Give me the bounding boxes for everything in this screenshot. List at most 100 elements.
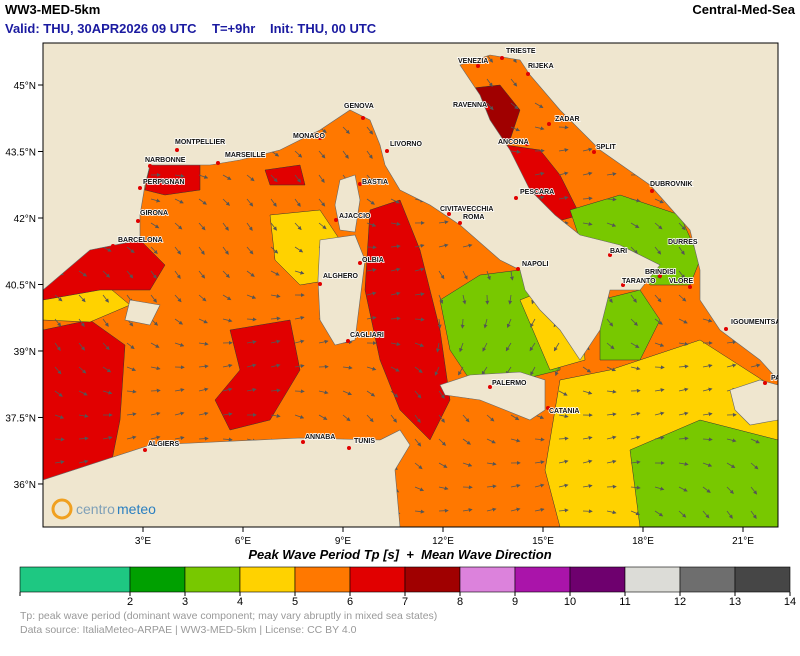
city-dot xyxy=(136,219,140,223)
city-label: CIVITAVECCHIA xyxy=(440,206,493,213)
colorbar-segment xyxy=(295,567,350,592)
city-label: MONTPELLIER xyxy=(175,139,225,146)
colorbar-segment xyxy=(20,567,130,592)
city-dot xyxy=(361,116,365,120)
city-label: RAVENNA xyxy=(453,102,487,109)
city-label: CATANIA xyxy=(549,408,579,415)
colorbar: 2 3 4 5 6 7 8 9 10 11 12 13 14 xyxy=(20,567,796,608)
city-label: BARCELONA xyxy=(118,237,163,244)
city-label: ALGIERS xyxy=(148,441,179,448)
city-label: PATRAS xyxy=(771,375,799,382)
x-tick-label: 12°E xyxy=(432,536,454,547)
arrow xyxy=(559,127,568,128)
colorbar-tick-label: 13 xyxy=(729,596,741,608)
region-title: Central-Med-Sea xyxy=(692,2,795,17)
x-tick-label: 18°E xyxy=(632,536,654,547)
city-label: DUBROVNIK xyxy=(650,181,692,188)
city-dot xyxy=(688,285,692,289)
city-label: AJACCIO xyxy=(339,213,371,220)
y-tick-label: 37.5°N xyxy=(5,413,36,424)
city-dot xyxy=(347,446,351,450)
colorbar-tick-label: 4 xyxy=(237,596,243,608)
colorbar-tick-label: 8 xyxy=(457,596,463,608)
city-dot xyxy=(138,186,142,190)
colorbar-segment xyxy=(350,567,405,592)
city-label: BRINDISI xyxy=(645,269,676,276)
map: VENEZIATRIESTERIJEKARAVENNAZADARANCONASP… xyxy=(43,43,799,527)
city-label: DURRES xyxy=(668,239,698,246)
city-label: PERPIGNAN xyxy=(143,179,185,186)
colorbar-segment xyxy=(240,567,295,592)
city-label: TRIESTE xyxy=(506,48,536,55)
colorbar-segment xyxy=(130,567,185,592)
colorbar-tick-label: 2 xyxy=(127,596,133,608)
city-dot xyxy=(385,149,389,153)
city-label: BARI xyxy=(610,248,627,255)
y-tick-label: 40.5°N xyxy=(5,280,36,291)
colorbar-title: Peak Wave Period Tp [s] + Mean Wave Dire… xyxy=(248,547,551,562)
colorbar-tick-label: 12 xyxy=(674,596,686,608)
city-label: ANNABA xyxy=(305,434,335,441)
city-label: PALERMO xyxy=(492,380,527,387)
city-dot xyxy=(175,148,179,152)
city-label: ALGHERO xyxy=(323,273,359,280)
city-label: VLORE xyxy=(669,278,693,285)
colorbar-tick-label: 11 xyxy=(619,596,630,608)
colorbar-segment xyxy=(570,567,625,592)
colorbar-segment xyxy=(515,567,570,592)
city-dot xyxy=(500,56,504,60)
city-dot xyxy=(318,282,322,286)
arrow xyxy=(55,439,64,440)
colorbar-segment xyxy=(460,567,515,592)
lead-time: T=+9hr xyxy=(212,21,255,36)
model-title: WW3-MED-5km xyxy=(5,2,100,17)
init-time: Init: THU, 00 UTC xyxy=(270,21,377,36)
footer-note: Data source: ItaliaMeteo-ARPAE | WW3-MED… xyxy=(20,624,357,636)
city-label: GIRONA xyxy=(140,210,168,217)
city-label: OLBIA xyxy=(362,257,384,264)
city-dot xyxy=(514,196,518,200)
logo-text: meteo xyxy=(117,501,156,517)
y-tick-label: 45°N xyxy=(14,81,36,92)
y-tick-label: 36°N xyxy=(14,480,36,491)
city-dot xyxy=(111,244,115,248)
city-label: GENOVA xyxy=(344,103,374,110)
city-label: NAPOLI xyxy=(522,261,549,268)
colorbar-tick-label: 5 xyxy=(292,596,298,608)
city-label: PESCARA xyxy=(520,189,554,196)
city-label: RIJEKA xyxy=(528,63,554,70)
arrow xyxy=(151,390,160,391)
footer-note: Tp: peak wave period (dominant wave comp… xyxy=(20,610,437,622)
colorbar-tick-label: 9 xyxy=(512,596,518,608)
city-label: TARANTO xyxy=(622,278,656,285)
valid-time: Valid: THU, 30APR2026 09 UTC xyxy=(5,21,197,36)
city-dot xyxy=(724,327,728,331)
city-label: ROMA xyxy=(463,214,484,221)
colorbar-tick-label: 7 xyxy=(402,596,408,608)
city-label: MARSEILLE xyxy=(225,152,266,159)
city-label: IGOUMENITSA xyxy=(731,319,780,326)
colorbar-tick-label: 6 xyxy=(347,596,353,608)
arrow xyxy=(199,438,208,439)
city-label: ZADAR xyxy=(555,116,580,123)
city-dot xyxy=(346,339,350,343)
x-tick-label: 21°E xyxy=(732,536,754,547)
y-tick-label: 43.5°N xyxy=(5,147,36,158)
x-tick-label: 3°E xyxy=(135,536,152,547)
colorbar-tick-label: 10 xyxy=(564,596,576,608)
x-tick-label: 9°E xyxy=(335,536,352,547)
x-tick-label: 15°E xyxy=(532,536,554,547)
city-dot xyxy=(526,72,530,76)
colorbar-segment xyxy=(405,567,460,592)
colorbar-tick-label: 3 xyxy=(182,596,188,608)
city-label: SPLIT xyxy=(596,144,617,151)
city-label: LIVORNO xyxy=(390,141,422,148)
city-dot xyxy=(763,381,767,385)
colorbar-tick-label: 14 xyxy=(784,596,796,608)
city-dot xyxy=(547,122,551,126)
city-dot xyxy=(458,221,462,225)
y-tick-label: 42°N xyxy=(14,214,36,225)
city-label: MONACO xyxy=(293,133,325,140)
